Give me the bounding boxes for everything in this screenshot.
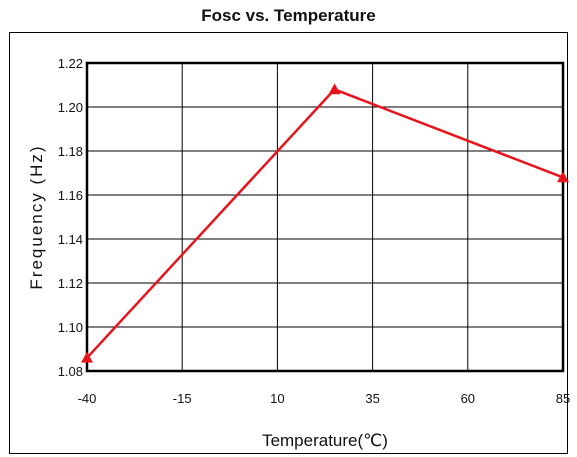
y-tick-label: 1.20: [58, 100, 83, 115]
y-axis-ticks: 1.08 1.10 1.12 1.14 1.16 1.18 1.20 1.22: [58, 56, 83, 379]
series-layer: [81, 83, 569, 363]
y-tick-label: 1.22: [58, 56, 83, 71]
chart-title: Fosc vs. Temperature: [201, 6, 376, 25]
x-tick-label: 35: [365, 391, 379, 406]
y-tick-label: 1.12: [58, 276, 83, 291]
data-point-marker: [328, 83, 341, 95]
y-tick-label: 1.14: [58, 232, 83, 247]
x-tick-label: 10: [270, 391, 284, 406]
x-axis-ticks: -40 -15 10 35 60 85: [78, 391, 571, 406]
x-axis-title: Temperature(℃): [262, 431, 388, 450]
data-point-marker: [557, 171, 569, 183]
y-tick-label: 1.18: [58, 144, 83, 159]
y-axis-title: Frequency (Hz): [27, 144, 46, 289]
plot-area-border: [85, 61, 565, 373]
y-tick-label: 1.10: [58, 320, 83, 335]
x-tick-label: 60: [461, 391, 475, 406]
x-tick-label: -15: [173, 391, 192, 406]
y-tick-label: 1.08: [58, 364, 83, 379]
series-line: [86, 87, 564, 359]
chart-frame: [9, 32, 568, 454]
data-point-marker: [81, 351, 93, 363]
x-tick-label: 85: [556, 391, 570, 406]
x-tick-label: -40: [78, 391, 97, 406]
y-tick-label: 1.16: [58, 188, 83, 203]
grid-layer: [86, 62, 564, 372]
